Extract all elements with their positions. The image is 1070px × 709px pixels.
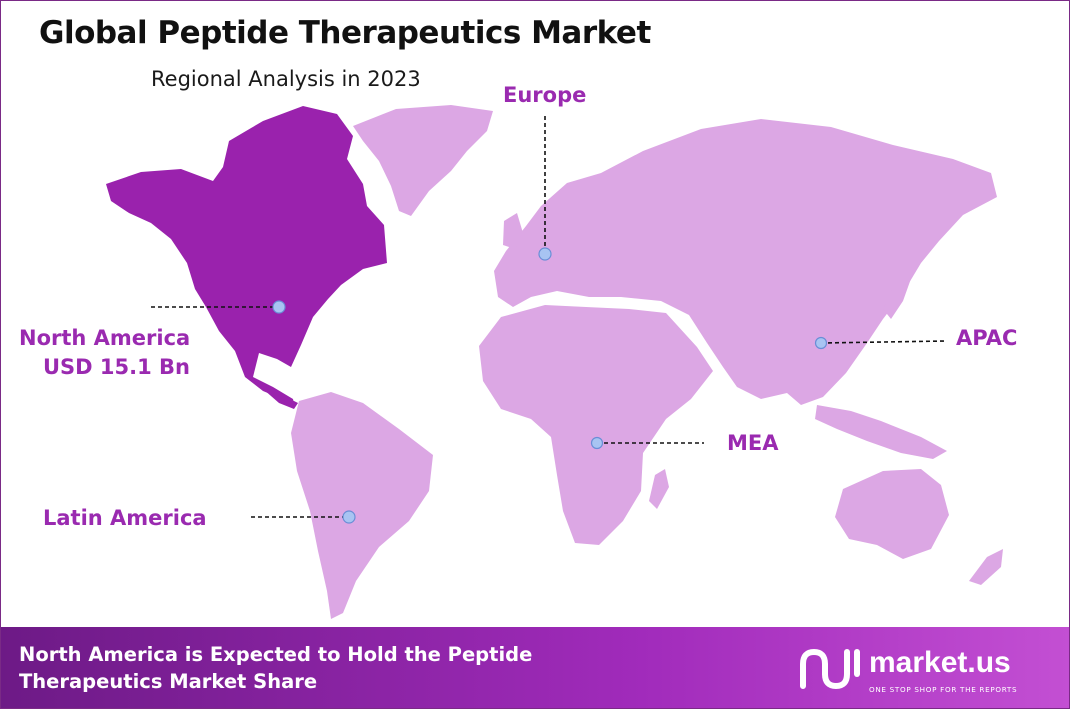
mea-marker (590, 436, 604, 450)
region-north-america-shape (106, 106, 387, 404)
region-latin-america-shape (291, 392, 433, 619)
north-america-value: USD 15.1 Bn (43, 355, 190, 379)
region-sea-islands-shape (815, 405, 947, 459)
latin-america-marker (342, 510, 356, 524)
region-uk-shape (503, 213, 523, 249)
brand-logo: market.us ONE STOP SHOP FOR THE REPORTS (797, 644, 1017, 696)
region-eurasia-shape (494, 119, 997, 405)
region-mea-shape (479, 305, 713, 545)
footer-line-1: North America is Expected to Hold the Pe… (19, 643, 533, 666)
europe-marker (538, 247, 552, 261)
chart-title: Global Peptide Therapeutics Market (39, 15, 651, 51)
region-australia-shape (835, 469, 949, 559)
footer-text: North America is Expected to Hold the Pe… (19, 641, 532, 695)
north-america-marker (272, 300, 286, 314)
apac-marker (814, 336, 828, 350)
europe-label: Europe (503, 83, 587, 107)
mea-label: MEA (727, 431, 779, 455)
footer-banner: North America is Expected to Hold the Pe… (1, 627, 1069, 708)
footer-line-2: Therapeutics Market Share (19, 670, 318, 693)
region-central-america-shape (263, 389, 298, 409)
apac-label: APAC (956, 326, 1018, 350)
region-madagascar-shape (649, 469, 669, 509)
market-us-logo-icon (800, 648, 860, 690)
region-japan-shape (883, 253, 913, 319)
world-map (106, 105, 1003, 619)
region-greenland-shape (353, 105, 493, 216)
north-america-label: North America (19, 326, 191, 350)
latin-america-label: Latin America (43, 506, 207, 530)
brand-tagline: ONE STOP SHOP FOR THE REPORTS (869, 685, 1018, 694)
region-new-zealand-shape (969, 549, 1003, 585)
brand-name: market.us (869, 646, 1011, 679)
chart-subtitle: Regional Analysis in 2023 (151, 67, 421, 91)
